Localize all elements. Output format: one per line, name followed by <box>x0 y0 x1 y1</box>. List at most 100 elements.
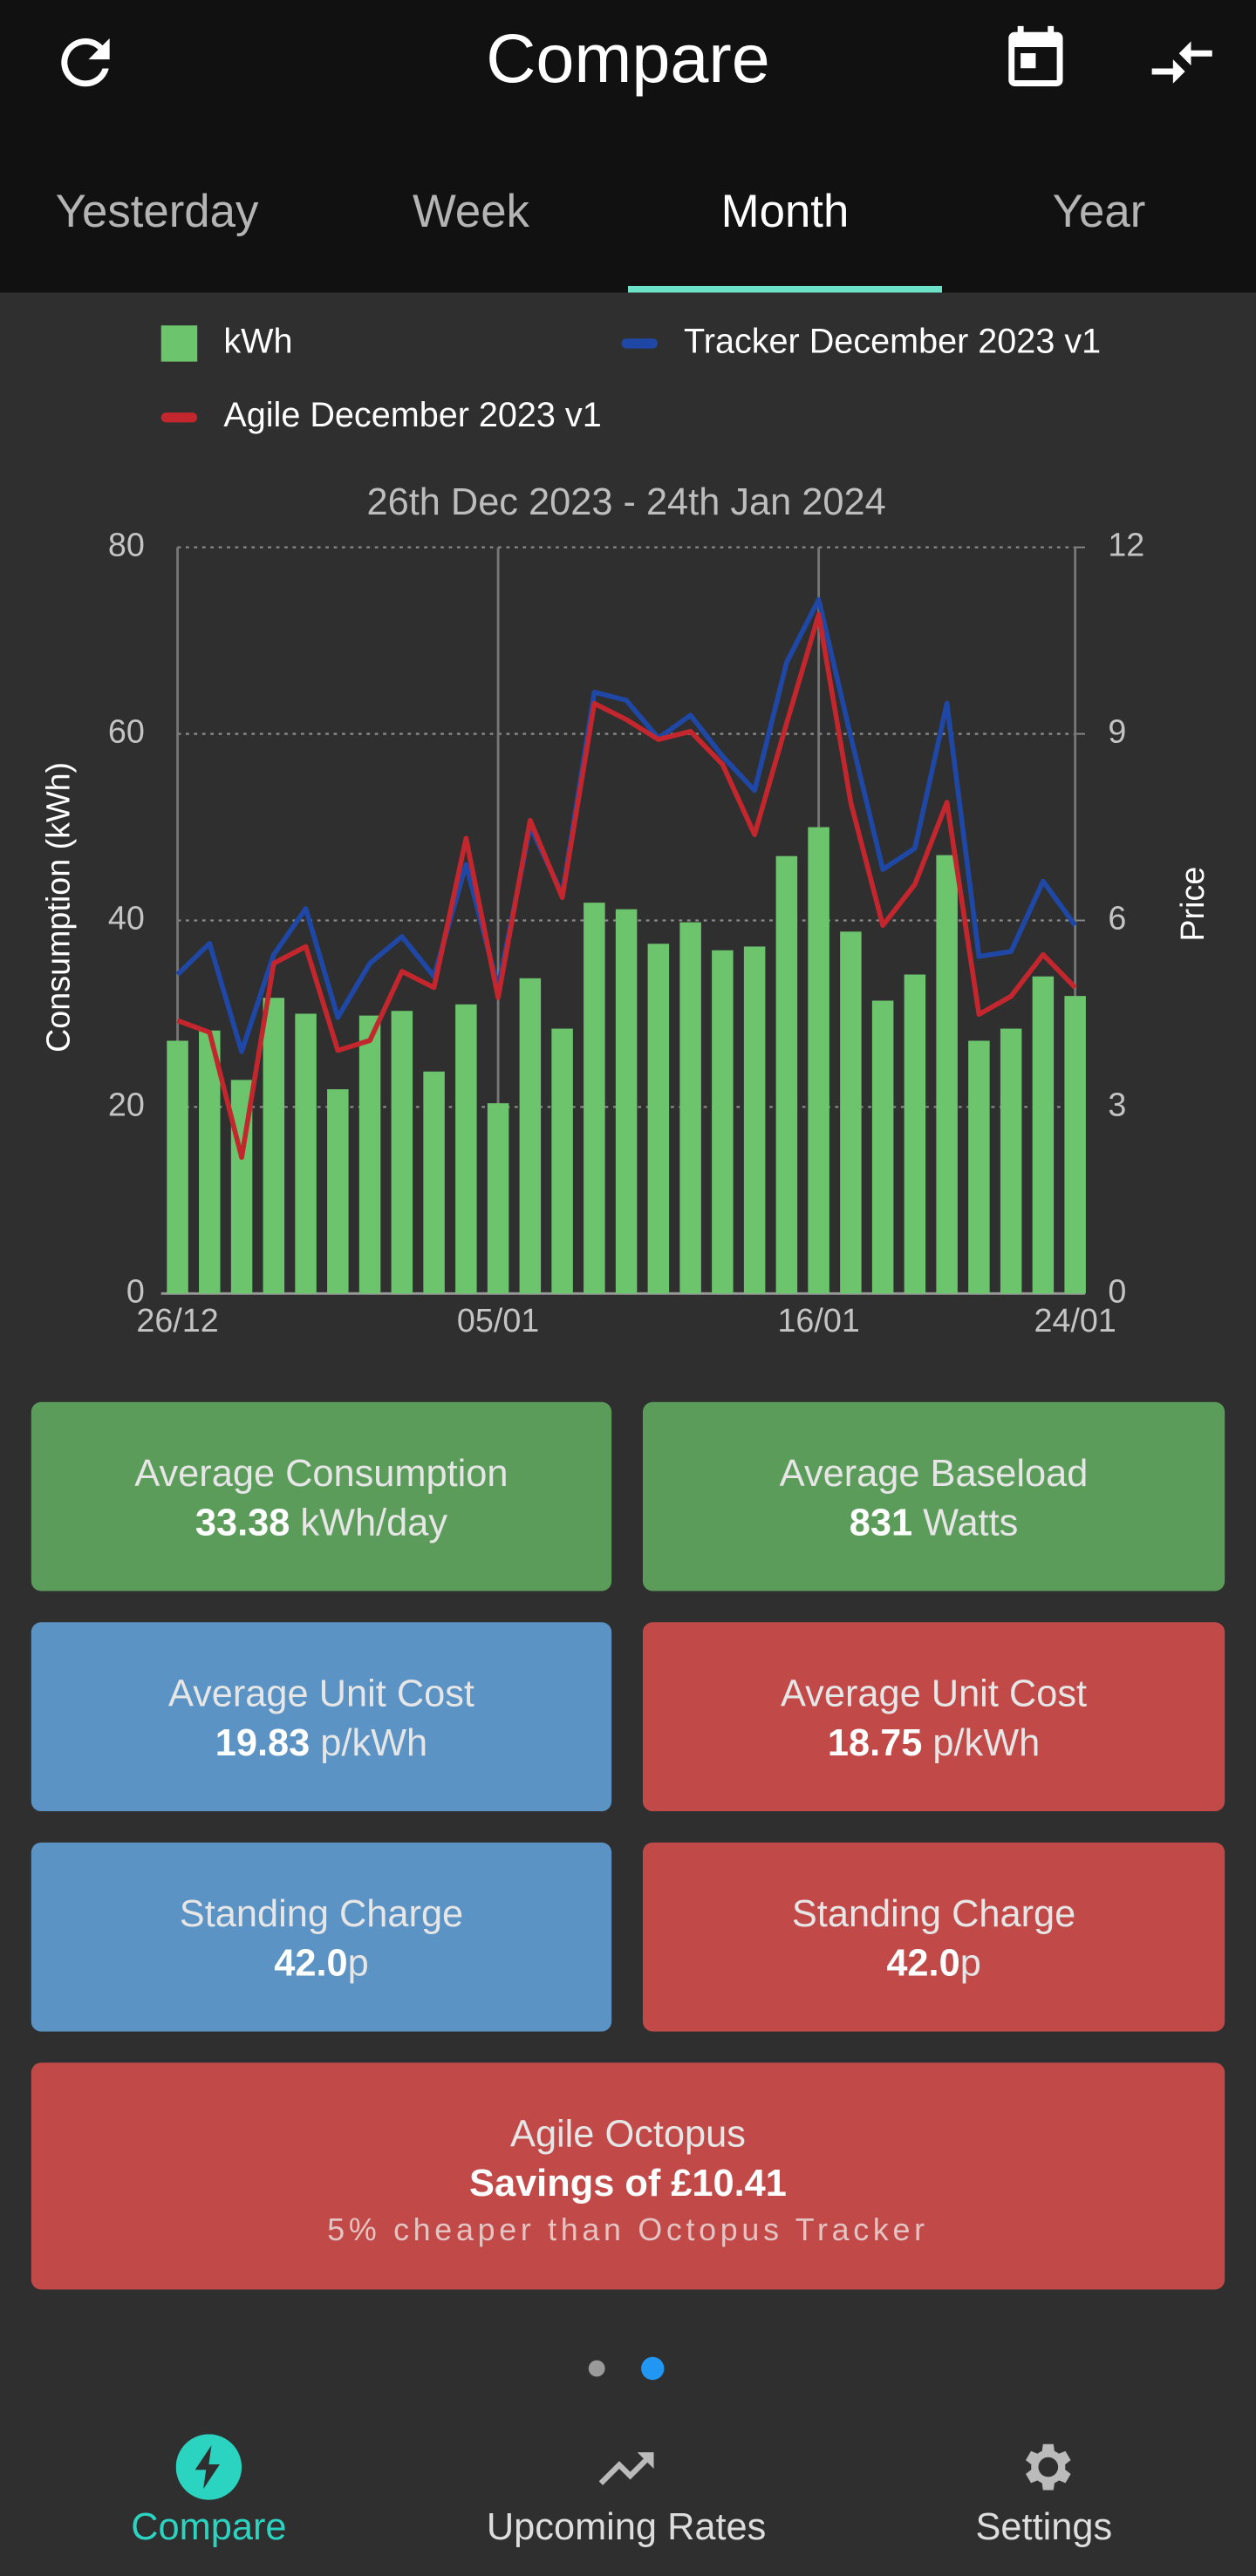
nav-item-selected[interactable]: Compare <box>131 2504 287 2548</box>
y-axis-label: Consumption (kWh) <box>40 762 77 1053</box>
bar <box>808 827 829 1294</box>
y-tick-label: 0 <box>126 1272 145 1309</box>
bar <box>455 1004 477 1294</box>
x-tick-label: 16/01 <box>777 1302 859 1339</box>
bar <box>1064 996 1086 1294</box>
unit: kWh/day <box>300 1500 448 1544</box>
nav-item[interactable]: Upcoming Rates <box>486 2504 767 2548</box>
app-bar <box>0 0 1256 293</box>
card-value: 42.0p <box>31 1938 611 1987</box>
bar <box>615 909 638 1294</box>
unit: p/kWh <box>320 1721 428 1764</box>
y2-tick-label: 0 <box>1108 1272 1126 1309</box>
screen-title: Compare <box>486 19 770 98</box>
bar <box>263 998 285 1294</box>
page-dot-active[interactable] <box>641 2356 665 2381</box>
legend-swatch <box>621 338 658 349</box>
card-value: 33.38 kWh/day <box>31 1497 611 1547</box>
card-value: 831 Watts <box>643 1497 1225 1547</box>
card-value: 19.83 p/kWh <box>31 1718 611 1768</box>
bolt-icon[interactable] <box>175 2434 242 2500</box>
tab[interactable]: Year <box>1052 185 1146 237</box>
card: Average Unit Cost 19.83 p/kWh <box>31 1622 612 1812</box>
summary-title: Agile Octopus <box>510 2111 746 2155</box>
x-tick-label: 24/01 <box>1034 1302 1116 1339</box>
card-title: Average Unit Cost <box>167 1671 474 1714</box>
bar <box>584 903 605 1294</box>
bar <box>327 1089 349 1294</box>
unit: p/kWh <box>932 1721 1041 1764</box>
y2-axis-label: Price <box>1174 867 1211 942</box>
card-title: Average Consumption <box>134 1451 509 1495</box>
card-title: Average Baseload <box>779 1451 1089 1495</box>
y2-tick-label: 9 <box>1108 713 1126 750</box>
value: 33.38 <box>195 1500 290 1544</box>
bar <box>1032 976 1055 1294</box>
card: Average Baseload 831 Watts <box>642 1401 1225 1591</box>
card-title: Average Unit Cost <box>781 1671 1088 1714</box>
nav-item[interactable]: Settings <box>975 2504 1113 2548</box>
legend-label: Agile December 2023 v1 <box>223 396 601 434</box>
card-title: Standing Charge <box>791 1891 1076 1935</box>
x-tick-label: 05/01 <box>457 1302 539 1339</box>
calendar-icon[interactable] <box>1000 23 1072 95</box>
bar <box>775 855 798 1294</box>
legend-swatch <box>160 325 198 362</box>
unit: p <box>959 1940 981 1984</box>
line <box>176 611 1077 1160</box>
card-title: Standing Charge <box>179 1891 464 1935</box>
value: 42.0 <box>274 1940 348 1984</box>
y2-tick-label: 3 <box>1108 1086 1126 1122</box>
bar <box>968 1040 990 1294</box>
bar <box>936 855 958 1294</box>
card: Standing Charge 42.0p <box>31 1842 612 2032</box>
value: 42.0 <box>886 1940 960 1984</box>
bar <box>519 978 542 1294</box>
bar <box>423 1071 445 1294</box>
x-tick-label: 26/12 <box>136 1302 218 1339</box>
tab-indicator <box>627 285 942 293</box>
card: Average Unit Cost 18.75 p/kWh <box>642 1622 1225 1812</box>
bar <box>647 944 670 1294</box>
value: 831 <box>849 1500 913 1544</box>
summary-note: 5% cheaper than Octopus Tracker <box>327 2213 929 2249</box>
y-tick-label: 80 <box>108 527 145 563</box>
chart-title: 26th Dec 2023 - 24th Jan 2024 <box>366 481 885 523</box>
card-value: 18.75 p/kWh <box>643 1718 1225 1768</box>
card: Average Consumption 33.38 kWh/day <box>31 1401 612 1591</box>
summary-card: Agile Octopus Savings of £10.41 5% cheap… <box>31 2062 1225 2290</box>
unit: p <box>347 1940 369 1984</box>
card: Standing Charge 42.0p <box>642 1842 1225 2032</box>
bar <box>295 1013 317 1294</box>
card-value: 42.0p <box>643 1938 1225 1987</box>
bar <box>712 950 734 1294</box>
bar <box>199 1030 221 1294</box>
tab-selected[interactable]: Month <box>720 185 850 237</box>
bar <box>679 922 701 1294</box>
bar <box>487 1103 509 1294</box>
legend-label: Tracker December 2023 v1 <box>684 322 1101 360</box>
y-tick-label: 60 <box>108 713 145 750</box>
compare-icon[interactable] <box>1146 26 1218 99</box>
bar <box>391 1011 413 1294</box>
bar <box>551 1028 573 1294</box>
bar <box>871 1000 894 1294</box>
y-tick-label: 20 <box>108 1086 145 1122</box>
bar <box>840 931 862 1294</box>
settings-icon[interactable] <box>1013 2434 1078 2499</box>
value: 19.83 <box>215 1721 311 1764</box>
y2-tick-label: 12 <box>1108 527 1144 563</box>
value: 18.75 <box>827 1721 923 1764</box>
unit: Watts <box>923 1500 1019 1544</box>
y2-tick-label: 6 <box>1108 899 1126 936</box>
chart: 26th Dec 2023 - 24th Jan 2024 Consumptio… <box>40 322 1212 1339</box>
trending-icon[interactable] <box>593 2436 659 2501</box>
page-dot[interactable] <box>588 2360 605 2377</box>
bar <box>1000 1028 1022 1294</box>
tab[interactable]: Yesterday <box>55 185 259 237</box>
tab[interactable]: Week <box>412 185 529 237</box>
bar <box>904 974 926 1294</box>
bar <box>358 1015 381 1294</box>
